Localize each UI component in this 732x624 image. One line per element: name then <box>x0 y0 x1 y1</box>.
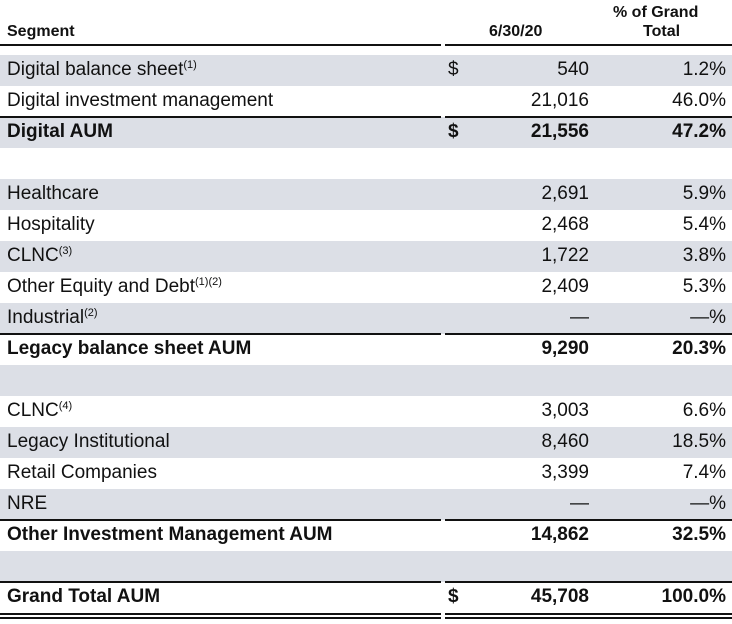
table-row: Retail Companies 3,399 7.4% <box>0 458 732 489</box>
row-percent: 1.2% <box>682 59 726 80</box>
row-label: Legacy Institutional <box>7 431 170 452</box>
row-percent: 100.0% <box>661 586 726 607</box>
row-label: Healthcare <box>7 183 99 204</box>
row-label: Industrial <box>7 307 85 328</box>
row-value: 2,468 <box>541 214 589 235</box>
row-label: CLNC <box>7 245 59 266</box>
row-label: Other Investment Management AUM <box>7 524 333 545</box>
footnote-sup: (3) <box>59 245 72 257</box>
table-row: Hospitality 2,468 5.4% <box>0 210 732 241</box>
double-rule <box>445 617 732 619</box>
row-label: Grand Total AUM <box>7 586 161 607</box>
header-pct-line2: Total <box>643 23 681 40</box>
footnote-sup: (2) <box>84 307 97 319</box>
row-label-wrap: CLNC(3) <box>7 245 72 267</box>
row-label-wrap: Digital balance sheet(1) <box>7 59 197 81</box>
row-label-wrap: Other Equity and Debt(1)(2) <box>7 276 222 298</box>
row-value: 3,399 <box>541 462 589 483</box>
row-percent: 5.3% <box>682 276 726 297</box>
header-pct-line1: % of Grand <box>613 4 699 21</box>
total-rule <box>0 116 441 118</box>
row-value: — <box>570 307 589 328</box>
row-percent: 20.3% <box>672 338 726 359</box>
footnote-ref: (3) <box>58 245 73 257</box>
row-percent: 3.8% <box>682 245 726 266</box>
header-date: 6/30/20 <box>489 23 543 40</box>
row-label: Legacy balance sheet AUM <box>7 338 252 359</box>
dollar-sign: $ <box>448 121 459 142</box>
row-label: Digital investment management <box>7 90 274 111</box>
row-percent: 18.5% <box>672 431 726 452</box>
row-percent: —% <box>690 307 726 328</box>
table-row: CLNC(3) 1,722 3.8% <box>0 241 732 272</box>
row-value: 2,691 <box>541 183 589 204</box>
row-label: CLNC <box>7 400 59 421</box>
footnote-ref: (1)(2) <box>195 276 222 288</box>
row-percent: —% <box>690 493 726 514</box>
row-value: 8,460 <box>541 431 589 452</box>
row-value: 3,003 <box>541 400 589 421</box>
row-label: Hospitality <box>7 214 95 235</box>
row-value: 1,722 <box>541 245 589 266</box>
row-value: 540 <box>557 59 589 80</box>
table-row: Healthcare 2,691 5.9% <box>0 179 732 210</box>
spacer-row <box>0 365 732 396</box>
table-row: Digital investment management 21,016 46.0% <box>0 86 732 117</box>
footnote-ref: (1) <box>183 59 197 71</box>
row-label: Retail Companies <box>7 462 157 483</box>
footnote-sup: (1) <box>183 59 196 71</box>
row-percent: 46.0% <box>672 90 726 111</box>
row-percent: 5.9% <box>682 183 726 204</box>
row-percent: 6.6% <box>682 400 726 421</box>
row-value: 14,862 <box>530 524 589 545</box>
row-label: Other Equity and Debt <box>7 276 195 297</box>
row-percent: 5.4% <box>682 214 726 235</box>
table-row: Grand Total AUM $45,708 100.0% <box>0 582 732 613</box>
table-row: Digital balance sheet(1) $540 1.2% <box>0 55 732 86</box>
row-value: 45,708 <box>530 586 589 607</box>
total-rule <box>445 333 732 335</box>
header-segment: Segment <box>7 23 75 40</box>
total-rule <box>0 519 441 521</box>
total-rule <box>445 519 732 521</box>
spacer-row <box>0 551 732 582</box>
total-rule <box>445 116 732 118</box>
table-row: Digital AUM $21,556 47.2% <box>0 117 732 148</box>
footnote-ref: (4) <box>58 400 73 412</box>
row-label: Digital balance sheet <box>7 59 184 80</box>
table-row: NRE — —% <box>0 489 732 520</box>
row-value: 21,016 <box>530 90 589 111</box>
dollar-sign: $ <box>448 586 459 607</box>
row-value: 2,409 <box>541 276 589 297</box>
footnote-sup: (1)(2) <box>195 276 222 288</box>
row-value: 21,556 <box>530 121 589 142</box>
total-rule <box>445 581 732 583</box>
total-rule <box>0 581 441 583</box>
row-label: Digital AUM <box>7 121 113 142</box>
footnote-ref: (2) <box>84 307 98 319</box>
spacer-row <box>0 148 732 179</box>
row-label: NRE <box>7 493 48 514</box>
table-row: CLNC(4) 3,003 6.6% <box>0 396 732 427</box>
footnote-sup: (4) <box>59 400 72 412</box>
table-row: Other Investment Management AUM 14,862 32.… <box>0 520 732 551</box>
double-rule <box>0 613 441 615</box>
dollar-sign: $ <box>448 59 459 80</box>
row-label-wrap: Industrial(2) <box>7 307 98 329</box>
row-percent: 47.2% <box>672 121 726 142</box>
double-rule <box>0 617 441 619</box>
header-rule-right <box>445 44 732 46</box>
row-value: 9,290 <box>541 338 589 359</box>
row-value: — <box>570 493 589 514</box>
table-row: Other Equity and Debt(1)(2) 2,409 5.3% <box>0 272 732 303</box>
table-row: Legacy balance sheet AUM 9,290 20.3% <box>0 334 732 365</box>
header-rule-left <box>0 44 441 46</box>
double-rule <box>445 613 732 615</box>
row-percent: 7.4% <box>682 462 726 483</box>
table-row: Legacy Institutional 8,460 18.5% <box>0 427 732 458</box>
row-percent: 32.5% <box>672 524 726 545</box>
table-row: Industrial(2) — —% <box>0 303 732 334</box>
total-rule <box>0 333 441 335</box>
row-label-wrap: CLNC(4) <box>7 400 72 422</box>
